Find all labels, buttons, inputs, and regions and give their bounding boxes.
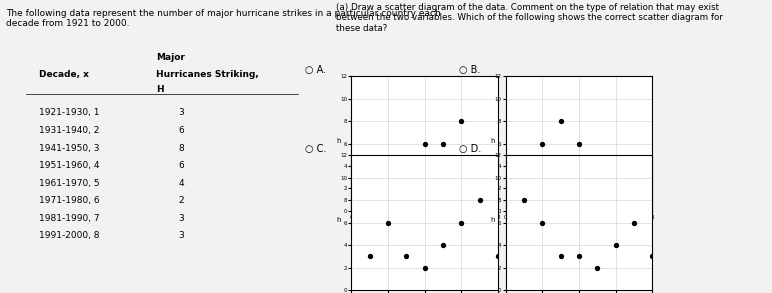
Point bbox=[591, 164, 604, 168]
Point bbox=[610, 243, 622, 248]
Y-axis label: h: h bbox=[491, 217, 496, 223]
Point bbox=[610, 186, 622, 191]
Point bbox=[518, 198, 530, 202]
Point bbox=[400, 164, 412, 168]
Point bbox=[628, 220, 640, 225]
Point bbox=[537, 220, 549, 225]
Point bbox=[573, 254, 585, 259]
Text: The following data represent the number of major hurricane strikes in a particul: The following data represent the number … bbox=[6, 9, 442, 28]
Text: Hurricanes Striking,: Hurricanes Striking, bbox=[156, 70, 259, 79]
Text: 1931-1940, 2: 1931-1940, 2 bbox=[39, 126, 100, 135]
Text: 1921-1930, 1: 1921-1930, 1 bbox=[39, 108, 100, 117]
Text: ○ D.: ○ D. bbox=[459, 144, 482, 154]
Point bbox=[455, 220, 468, 225]
Text: 1961-1970, 5: 1961-1970, 5 bbox=[39, 179, 100, 188]
Point bbox=[518, 175, 530, 180]
Point bbox=[537, 141, 549, 146]
Point bbox=[554, 119, 567, 123]
Point bbox=[382, 220, 394, 225]
Text: 1991-2000, 8: 1991-2000, 8 bbox=[39, 231, 100, 241]
Point bbox=[646, 175, 659, 180]
Text: 1941-1950, 3: 1941-1950, 3 bbox=[39, 144, 100, 153]
Point bbox=[455, 119, 468, 123]
Point bbox=[364, 254, 376, 259]
Y-axis label: h: h bbox=[337, 217, 341, 223]
Point bbox=[473, 175, 486, 180]
Point bbox=[591, 265, 604, 270]
Point bbox=[473, 198, 486, 202]
Point bbox=[400, 254, 412, 259]
Text: 1971-1980, 6: 1971-1980, 6 bbox=[39, 196, 100, 205]
Y-axis label: h: h bbox=[337, 138, 341, 144]
Point bbox=[364, 175, 376, 180]
Text: 3: 3 bbox=[178, 214, 184, 223]
Point bbox=[382, 186, 394, 191]
Text: H: H bbox=[156, 85, 163, 94]
Text: 8: 8 bbox=[178, 144, 184, 153]
Point bbox=[492, 254, 504, 259]
Point bbox=[554, 254, 567, 259]
Text: ○ A.: ○ A. bbox=[305, 65, 326, 75]
Text: 3: 3 bbox=[178, 108, 184, 117]
Text: 4: 4 bbox=[178, 179, 184, 188]
Text: ○ C.: ○ C. bbox=[305, 144, 327, 154]
Point bbox=[573, 141, 585, 146]
Point bbox=[418, 141, 431, 146]
Text: Decade, x: Decade, x bbox=[39, 70, 89, 79]
Text: 6: 6 bbox=[178, 126, 184, 135]
Point bbox=[437, 141, 449, 146]
X-axis label: x: x bbox=[577, 222, 581, 228]
Point bbox=[437, 243, 449, 248]
X-axis label: x: x bbox=[422, 222, 427, 228]
Text: ○ B.: ○ B. bbox=[459, 65, 481, 75]
Text: 2: 2 bbox=[178, 196, 184, 205]
Point bbox=[418, 265, 431, 270]
Point bbox=[628, 175, 640, 180]
Point bbox=[492, 175, 504, 180]
Text: (a) Draw a scatter diagram of the data. Comment on the type of relation that may: (a) Draw a scatter diagram of the data. … bbox=[337, 3, 723, 33]
Text: 3: 3 bbox=[178, 231, 184, 241]
Text: Major: Major bbox=[156, 53, 185, 62]
Y-axis label: h: h bbox=[491, 138, 496, 144]
Text: 6: 6 bbox=[178, 161, 184, 170]
Text: 1951-1960, 4: 1951-1960, 4 bbox=[39, 161, 100, 170]
Text: 1981-1990, 7: 1981-1990, 7 bbox=[39, 214, 100, 223]
Point bbox=[646, 254, 659, 259]
